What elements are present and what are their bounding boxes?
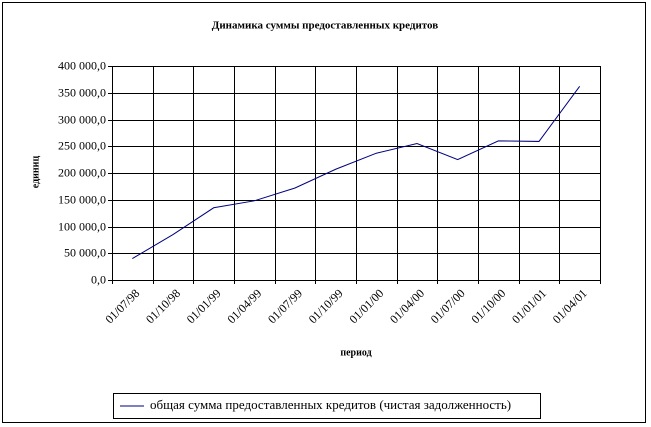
x-axis-label: период — [340, 347, 371, 358]
y-tick-label: 400 000,0 — [58, 58, 106, 72]
y-tick-label: 0,0 — [91, 272, 106, 286]
y-tick-label: 300 000,0 — [58, 112, 106, 126]
y-tick-label: 200 000,0 — [58, 165, 106, 179]
y-tick-label: 250 000,0 — [58, 138, 106, 152]
y-axis-label: единиц — [30, 156, 41, 189]
legend-label: общая сумма предоставленных кредитов (чи… — [150, 397, 511, 412]
chart-title: Динамика суммы предоставленных кредитов — [212, 20, 439, 32]
chart-border — [2, 2, 646, 423]
y-tick-label: 50 000,0 — [64, 245, 106, 259]
y-tick-label: 150 000,0 — [58, 192, 106, 206]
data-line — [132, 86, 581, 260]
y-tick-label: 100 000,0 — [58, 219, 106, 233]
plot-area — [112, 66, 601, 281]
legend — [113, 393, 541, 419]
y-tick-label: 350 000,0 — [58, 85, 106, 99]
